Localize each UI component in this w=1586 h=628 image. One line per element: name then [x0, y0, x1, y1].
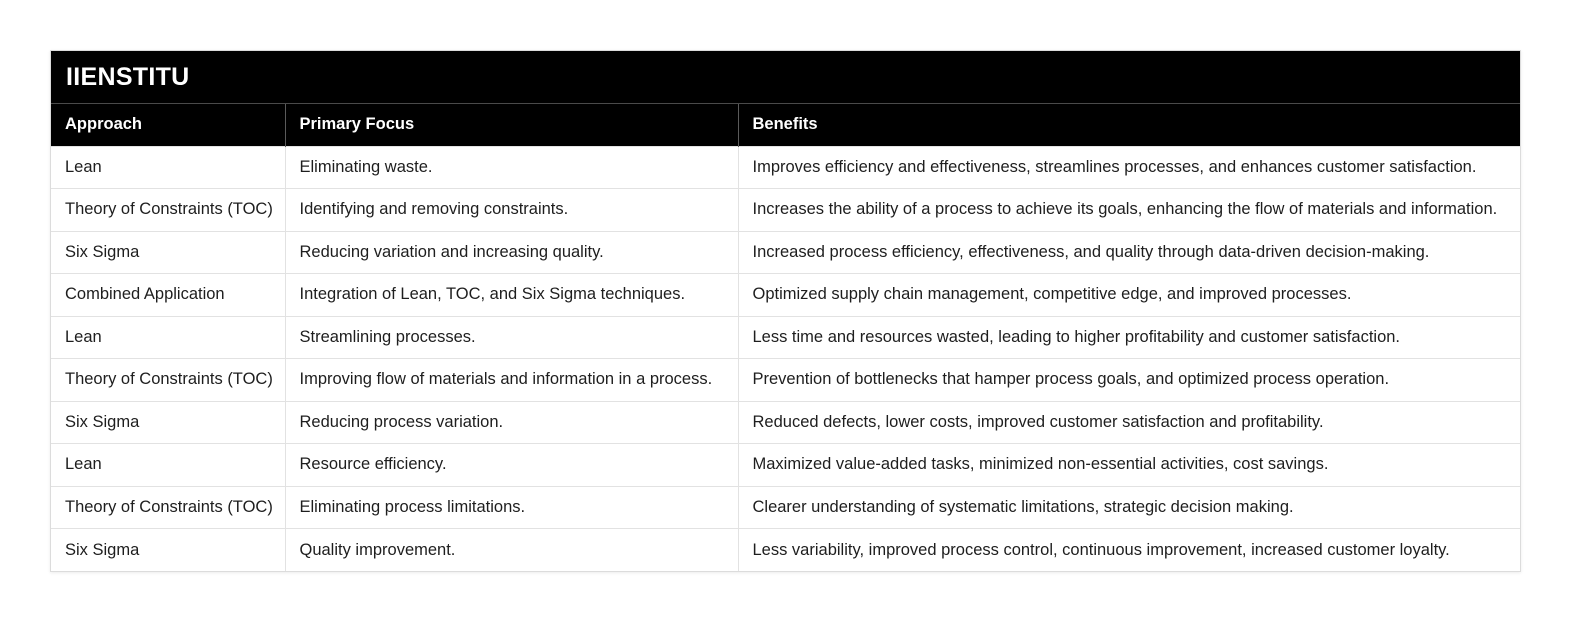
cell-approach: Theory of Constraints (TOC)	[51, 485, 285, 529]
cell-benefits: Increases the ability of a process to ac…	[737, 188, 1520, 231]
comparison-table: Approach Primary Focus Benefits Lean Elim…	[51, 104, 1520, 571]
cell-approach: Six Sigma	[51, 230, 285, 274]
cell-primary-focus: Resource efficiency.	[284, 443, 738, 486]
header-row: Approach Primary Focus Benefits	[51, 104, 1520, 146]
table-row: Six Sigma Reducing variation and increasi…	[51, 230, 1520, 274]
cell-approach: Theory of Constraints (TOC)	[51, 358, 285, 401]
table-row: Theory of Constraints (TOC) Improving flo…	[51, 358, 1520, 401]
cell-benefits: Maximized value-added tasks, minimized n…	[737, 443, 1520, 486]
cell-approach: Lean	[51, 315, 285, 359]
cell-benefits: Increased process efficiency, effectiven…	[737, 230, 1520, 274]
table-body: Lean Eliminating waste. Improves efficienc…	[51, 145, 1520, 571]
table-row: Six Sigma Quality improvement. Less variab…	[51, 528, 1520, 571]
column-header-benefits: Benefits	[737, 104, 1520, 146]
cell-primary-focus: Improving flow of materials and informat…	[284, 358, 738, 401]
table-row: Lean Resource efficiency. Maximized value-…	[51, 443, 1520, 486]
column-header-approach: Approach	[51, 104, 285, 146]
cell-benefits: Less time and resources wasted, leading …	[737, 315, 1520, 359]
cell-benefits: Clearer understanding of systematic limi…	[737, 485, 1520, 529]
table-row: Six Sigma Reducing process variation. Redu…	[51, 400, 1520, 444]
cell-benefits: Less variability, improved process contr…	[737, 528, 1520, 571]
cell-primary-focus: Quality improvement.	[284, 528, 738, 571]
cell-benefits: Optimized supply chain management, compe…	[737, 273, 1520, 316]
table-row: Lean Eliminating waste. Improves efficienc…	[51, 145, 1520, 189]
cell-benefits: Reduced defects, lower costs, improved c…	[737, 400, 1520, 444]
cell-approach: Lean	[51, 443, 285, 486]
cell-primary-focus: Integration of Lean, TOC, and Six Sigma …	[284, 273, 738, 316]
table-row: Combined Application Integration of Lean,…	[51, 273, 1520, 316]
cell-approach: Lean	[51, 145, 285, 189]
table-row: Lean Streamlining processes. Less time and…	[51, 315, 1520, 359]
cell-primary-focus: Reducing variation and increasing qualit…	[284, 230, 738, 274]
cell-approach: Six Sigma	[51, 528, 285, 571]
brand-title: IIENSTITU	[51, 51, 1520, 104]
cell-approach: Six Sigma	[51, 400, 285, 444]
table-header: Approach Primary Focus Benefits	[51, 104, 1520, 146]
cell-primary-focus: Identifying and removing constraints.	[284, 188, 738, 231]
table-row: Theory of Constraints (TOC) Identifying a…	[51, 188, 1520, 231]
comparison-table-container: IIENSTITU Approach Primary Focus Benefit…	[50, 50, 1521, 572]
cell-benefits: Improves efficiency and effectiveness, s…	[737, 145, 1520, 189]
column-header-primary-focus: Primary Focus	[284, 104, 738, 146]
cell-primary-focus: Eliminating process limitations.	[284, 485, 738, 529]
cell-benefits: Prevention of bottlenecks that hamper pr…	[737, 358, 1520, 401]
cell-approach: Theory of Constraints (TOC)	[51, 188, 285, 231]
cell-primary-focus: Eliminating waste.	[284, 145, 738, 189]
cell-approach: Combined Application	[51, 273, 285, 316]
table-row: Theory of Constraints (TOC) Eliminating p…	[51, 485, 1520, 529]
cell-primary-focus: Streamlining processes.	[284, 315, 738, 359]
cell-primary-focus: Reducing process variation.	[284, 400, 738, 444]
